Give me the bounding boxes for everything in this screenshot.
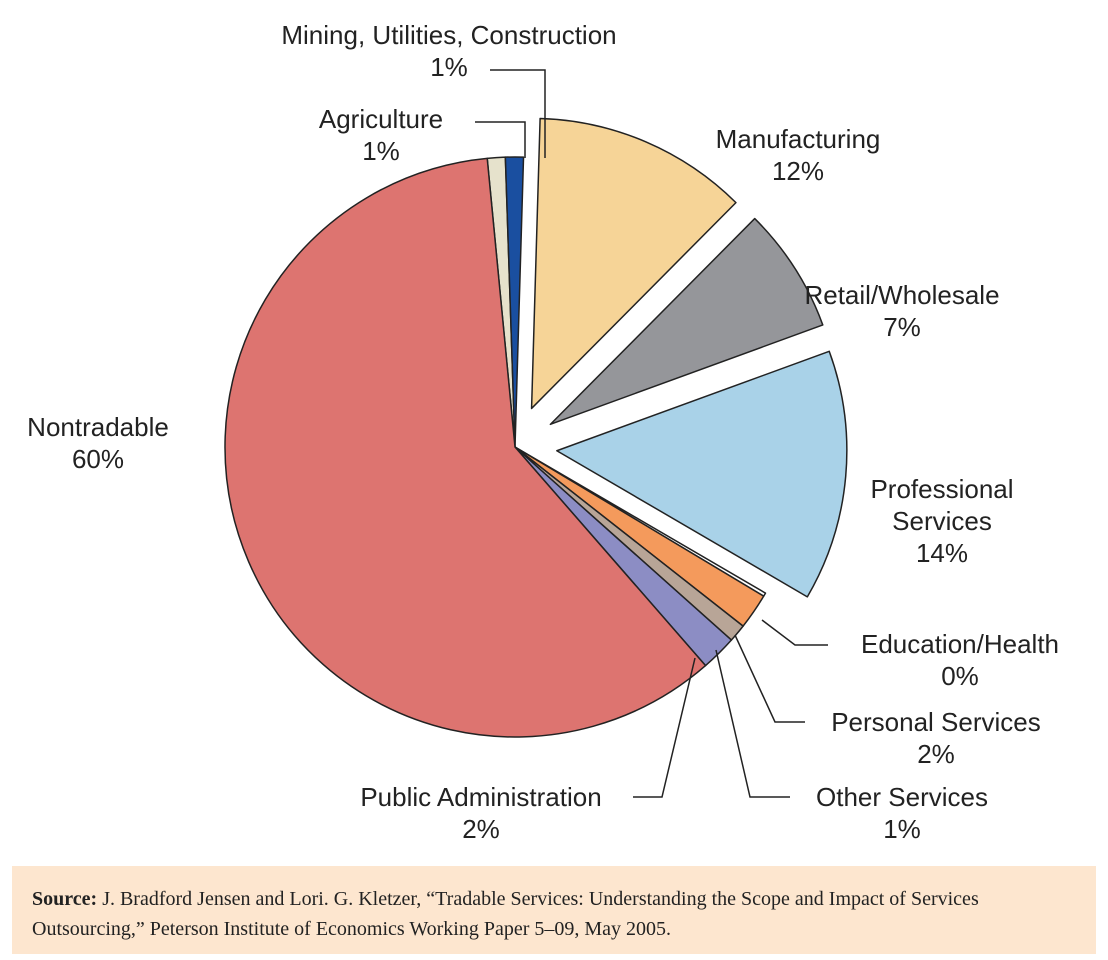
label-mining-utilities-construction-name: Mining, Utilities, Construction (281, 20, 616, 50)
label-education-health-name: Education/Health (861, 629, 1059, 659)
slice-labels: Mining, Utilities, Construction1%Agricul… (27, 20, 1059, 844)
label-agriculture-name: Agriculture (319, 104, 443, 134)
label-nontradable-value: 60% (72, 444, 124, 474)
source-note: Source: J. Bradford Jensen and Lori. G. … (12, 866, 1096, 954)
leader-line-personal-services (734, 634, 805, 723)
label-education-health-value: 0% (941, 661, 979, 691)
label-manufacturing-name: Manufacturing (716, 124, 881, 154)
label-agriculture-value: 1% (362, 136, 400, 166)
leader-lines (475, 69, 828, 798)
label-professional-services-name-1: Services (892, 506, 992, 536)
leader-line-other-services (715, 649, 790, 798)
label-nontradable-name: Nontradable (27, 412, 169, 442)
label-public-administration-value: 2% (462, 814, 500, 844)
pie-slice-manufacturing (530, 117, 737, 410)
pie-slices (224, 117, 848, 738)
label-public-administration-name: Public Administration (360, 782, 601, 812)
pie-slice-nontradable (224, 157, 707, 738)
leader-line-education-health (761, 619, 828, 646)
label-other-services-value: 1% (883, 814, 921, 844)
source-text: J. Bradford Jensen and Lori. G. Kletzer,… (32, 888, 979, 940)
label-retail-wholesale-name: Retail/Wholesale (804, 280, 999, 310)
label-personal-services-name: Personal Services (831, 707, 1041, 737)
label-professional-services-name: Professional (870, 474, 1013, 504)
label-personal-services-value: 2% (917, 739, 955, 769)
label-mining-utilities-construction-value: 1% (430, 52, 468, 82)
leader-line-public-administration (633, 657, 696, 798)
pie-chart: Mining, Utilities, Construction1%Agricul… (27, 20, 1059, 844)
leader-line-mining (490, 69, 546, 158)
label-professional-services-value: 14% (916, 538, 968, 568)
leader-line-agriculture (475, 121, 526, 158)
pie-slice-mining-utilities-construction (504, 156, 525, 448)
label-other-services-name: Other Services (816, 782, 988, 812)
label-manufacturing-value: 12% (772, 156, 824, 186)
source-label: Source: (32, 888, 98, 910)
pie-slice-professional-services (556, 350, 848, 598)
label-retail-wholesale-value: 7% (883, 312, 921, 342)
pie-slice-retail-wholesale (549, 217, 824, 426)
